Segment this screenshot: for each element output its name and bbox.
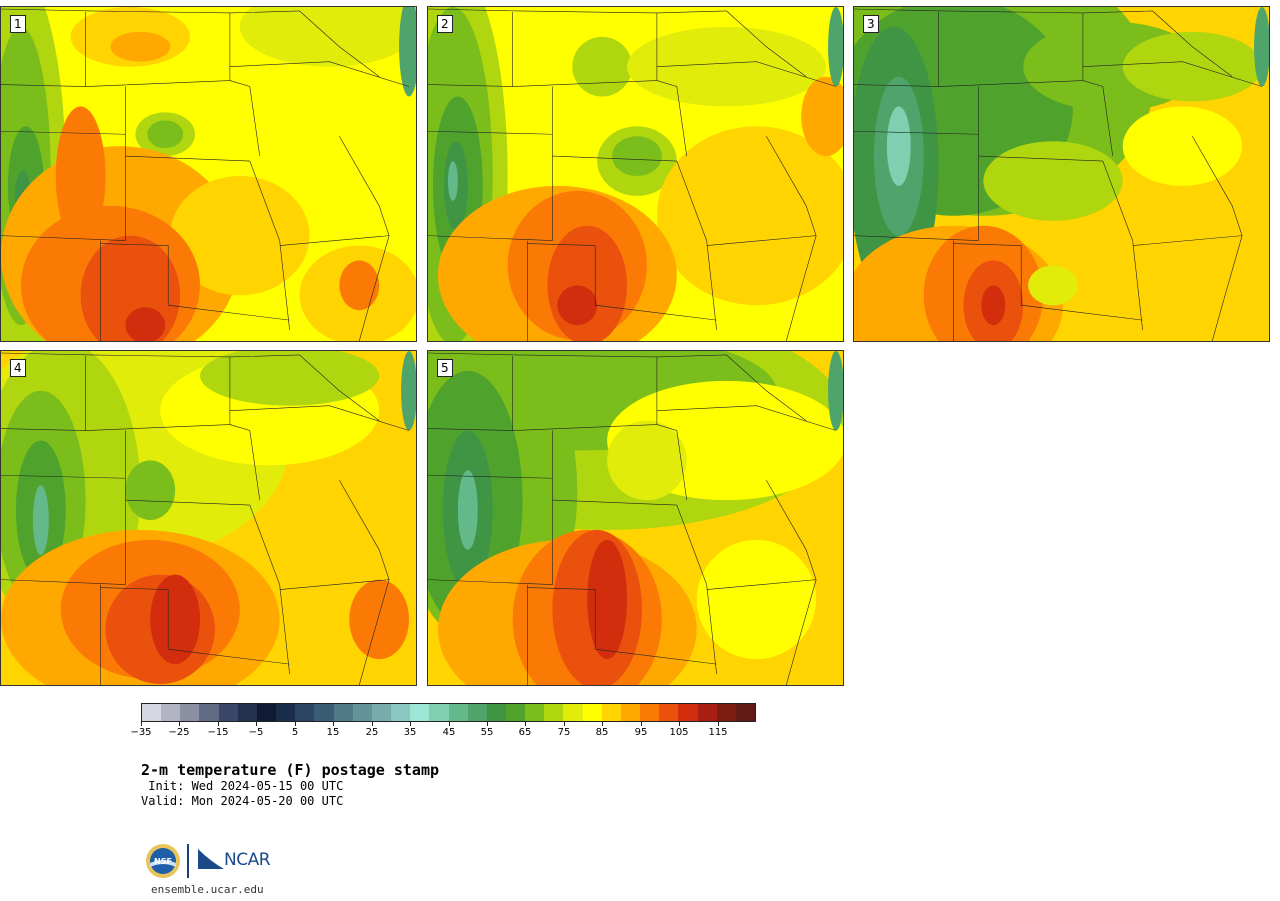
colorbar-tick — [718, 722, 719, 726]
colorbar-swatch — [486, 704, 506, 721]
colorbar-swatch — [601, 704, 621, 721]
title-block: 2-m temperature (F) postage stamp Init: … — [141, 761, 439, 809]
member-number-label: 1 — [10, 15, 26, 33]
colorbar-swatch — [237, 704, 257, 721]
colorbar-tick — [679, 722, 680, 726]
colorbar-tick-label: −25 — [168, 727, 190, 738]
colorbar-tick-label: −5 — [248, 727, 264, 738]
colorbar-swatch — [391, 704, 411, 721]
member-number-label: 4 — [10, 359, 26, 377]
colorbar-tick — [410, 722, 411, 726]
footer-logos: NSF NCAR ensemble.ucar.edu — [141, 840, 281, 900]
colorbar-swatch — [295, 704, 315, 721]
colorbar-swatch — [333, 704, 353, 721]
init-time: Init: Wed 2024-05-15 00 UTC — [141, 779, 344, 793]
colorbar-swatch — [256, 704, 277, 721]
ensemble-member-panel-1: 1 — [0, 6, 417, 342]
colorbar-swatch — [659, 704, 679, 721]
colorbar-tick-label: 25 — [365, 727, 379, 738]
colorbar-tick-label: 85 — [595, 727, 609, 738]
nsf-logo-icon: NSF — [146, 844, 180, 878]
colorbar-swatch — [697, 704, 717, 721]
member-number-label: 3 — [863, 15, 879, 33]
colorbar-swatch — [410, 704, 430, 721]
colorbar-tick-label: 15 — [326, 727, 340, 738]
colorbar-swatch — [582, 704, 602, 721]
colorbar-tick — [333, 722, 334, 726]
colorbar-swatch — [563, 704, 583, 721]
colorbar-tick — [256, 722, 257, 726]
colorbar-tick — [564, 722, 565, 726]
colorbar-tick-label: 55 — [480, 727, 494, 738]
colorbar-swatch — [620, 704, 641, 721]
colorbar-tick-label: 5 — [291, 727, 299, 738]
temperature-map — [428, 7, 843, 341]
temperature-map — [428, 351, 843, 685]
colorbar-swatch — [525, 704, 545, 721]
colorbar-tick — [449, 722, 450, 726]
ensemble-member-panel-5: 5 — [427, 350, 844, 686]
colorbar-tick — [141, 722, 142, 726]
logo-divider — [187, 844, 189, 878]
colorbar-tick-label: 105 — [669, 727, 689, 738]
ensemble-member-panel-2: 2 — [427, 6, 844, 342]
colorbar-swatch — [276, 704, 296, 721]
temperature-colorbar — [141, 703, 756, 722]
colorbar-swatch — [180, 704, 200, 721]
colorbar-tick-label: 45 — [442, 727, 456, 738]
temperature-map — [1, 7, 416, 341]
colorbar-swatch — [199, 704, 219, 721]
colorbar-swatch — [142, 704, 162, 721]
colorbar-tick-labels: −35 −25 −15 −5 5 15 25 35 45 55 65 75 85 95 105 115 — [130, 722, 756, 742]
colorbar-swatch — [352, 704, 372, 721]
colorbar-tick — [372, 722, 373, 726]
colorbar-tick — [487, 722, 488, 726]
colorbar-tick-label: 75 — [557, 727, 571, 738]
site-url: ensemble.ucar.edu — [151, 883, 264, 896]
ncar-logo-text: NCAR — [224, 850, 271, 870]
colorbar-swatch — [467, 704, 487, 721]
member-number-label: 5 — [437, 359, 453, 377]
colorbar-swatch — [640, 704, 660, 721]
colorbar-swatch — [429, 704, 449, 721]
member-number-label: 2 — [437, 15, 453, 33]
colorbar-swatch — [544, 704, 564, 721]
colorbar-tick-label: 115 — [708, 727, 728, 738]
svg-text:NSF: NSF — [154, 857, 172, 866]
temperature-map — [854, 7, 1269, 341]
ensemble-member-panel-3: 3 — [853, 6, 1270, 342]
colorbar-tick-label: 65 — [518, 727, 532, 738]
colorbar-tick — [218, 722, 219, 726]
chart-title: 2-m temperature (F) postage stamp — [141, 761, 440, 779]
colorbar-swatch — [371, 704, 392, 721]
ensemble-member-panel-4: 4 — [0, 350, 417, 686]
colorbar-tick-label: −35 — [130, 727, 152, 738]
colorbar-tick — [641, 722, 642, 726]
colorbar-swatch — [218, 704, 238, 721]
colorbar-tick — [295, 722, 296, 726]
colorbar-tick-label: −15 — [207, 727, 229, 738]
colorbar-tick — [179, 722, 180, 726]
colorbar-swatch — [678, 704, 698, 721]
ncar-mark-icon — [198, 849, 224, 869]
colorbar-tick — [525, 722, 526, 726]
colorbar-tick — [602, 722, 603, 726]
valid-time: Valid: Mon 2024-05-20 00 UTC — [141, 794, 344, 808]
colorbar-tick-label: 95 — [634, 727, 648, 738]
colorbar-tick-label: 35 — [403, 727, 417, 738]
colorbar-swatch — [716, 704, 736, 721]
colorbar-swatch — [735, 704, 755, 721]
colorbar-swatch — [314, 704, 334, 721]
colorbar-swatch — [505, 704, 526, 721]
colorbar-swatch — [161, 704, 181, 721]
colorbar-swatch — [448, 704, 468, 721]
temperature-map — [1, 351, 416, 685]
